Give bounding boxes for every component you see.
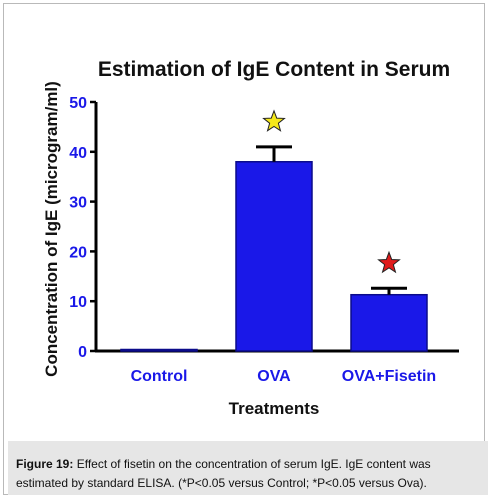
figure-frame: Estimation of IgE Content in Serum Conce…: [3, 3, 488, 495]
x-tick-label: OVA+Fisetin: [342, 368, 436, 385]
bar: [350, 293, 428, 352]
y-tick-label: 30: [69, 195, 87, 212]
x-tick-label: Control: [131, 368, 188, 385]
significance-star: [377, 250, 401, 274]
y-tick-label: 10: [69, 294, 87, 311]
chart-title: Estimation of IgE Content in Serum: [98, 58, 450, 81]
caption-label: Figure 19:: [16, 457, 74, 471]
y-tick-label: 40: [69, 145, 87, 162]
chart: Estimation of IgE Content in Serum Conce…: [42, 58, 459, 418]
bar: [120, 348, 198, 352]
caption-text: Effect of fisetin on the concentration o…: [16, 457, 431, 490]
significance-star: [262, 109, 286, 132]
y-tick-label: 0: [78, 344, 87, 361]
figure-caption: Figure 19: Effect of fisetin on the conc…: [8, 441, 488, 495]
y-axis-label: Concentration of IgE (microgram/ml): [42, 81, 61, 377]
bar: [235, 161, 313, 352]
x-axis-label: Treatments: [229, 399, 320, 418]
y-tick-label: 50: [69, 95, 87, 112]
y-tick-label: 20: [69, 244, 87, 261]
x-tick-label: OVA: [257, 368, 291, 385]
plot-area: 0 10 20 30 40 50 Control OVA OVA+Fisetin: [69, 95, 459, 385]
